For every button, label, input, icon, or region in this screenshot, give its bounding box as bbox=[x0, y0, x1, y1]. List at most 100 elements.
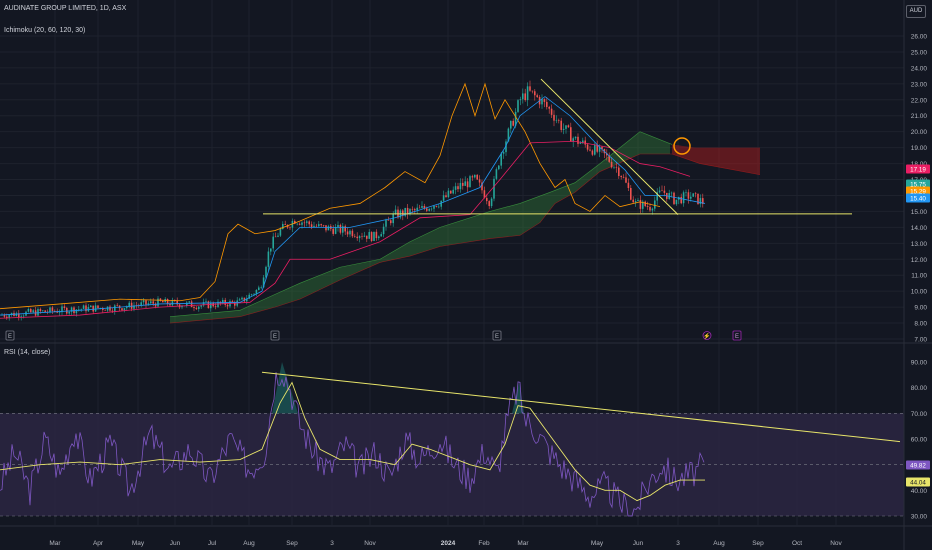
candle-body[interactable] bbox=[387, 220, 390, 221]
candle-body[interactable] bbox=[411, 209, 414, 210]
candle-body[interactable] bbox=[483, 190, 486, 198]
currency-button[interactable]: AUD bbox=[906, 5, 926, 18]
candle-body[interactable] bbox=[512, 120, 514, 126]
candle-body[interactable] bbox=[6, 316, 8, 318]
candle-body[interactable] bbox=[354, 236, 356, 237]
rsi-pane[interactable] bbox=[0, 362, 904, 517]
candle-body[interactable] bbox=[92, 305, 94, 312]
candle-body[interactable] bbox=[589, 149, 591, 151]
candle-body[interactable] bbox=[325, 225, 327, 231]
candle-body[interactable] bbox=[238, 299, 241, 301]
candle-body[interactable] bbox=[162, 300, 164, 303]
candle-body[interactable] bbox=[142, 300, 145, 303]
candle-body[interactable] bbox=[315, 225, 318, 227]
candle-body[interactable] bbox=[222, 299, 224, 304]
candle-body[interactable] bbox=[433, 205, 435, 209]
candle-body[interactable] bbox=[344, 226, 346, 232]
candle-body[interactable] bbox=[282, 223, 284, 229]
candle-body[interactable] bbox=[255, 289, 258, 294]
candle-body[interactable] bbox=[358, 236, 361, 239]
candle-body[interactable] bbox=[169, 303, 171, 306]
candle-body[interactable] bbox=[75, 309, 78, 314]
candle-body[interactable] bbox=[430, 208, 433, 210]
candle-body[interactable] bbox=[697, 193, 699, 205]
candle-body[interactable] bbox=[202, 302, 205, 306]
candle-body[interactable] bbox=[488, 201, 490, 207]
candle-body[interactable] bbox=[644, 201, 646, 207]
candle-body[interactable] bbox=[608, 155, 610, 162]
candle-body[interactable] bbox=[171, 300, 174, 306]
candle-body[interactable] bbox=[634, 201, 637, 203]
candle-body[interactable] bbox=[327, 226, 330, 231]
candle-body[interactable] bbox=[186, 302, 188, 306]
candle-body[interactable] bbox=[10, 312, 13, 316]
candle-body[interactable] bbox=[337, 224, 339, 228]
candle-body[interactable] bbox=[106, 306, 109, 311]
candle-body[interactable] bbox=[570, 127, 572, 142]
circle-marker[interactable] bbox=[673, 137, 691, 155]
candle-body[interactable] bbox=[128, 302, 130, 307]
candle-body[interactable] bbox=[373, 231, 375, 241]
candle-body[interactable] bbox=[548, 106, 550, 109]
candle-body[interactable] bbox=[632, 199, 634, 203]
candle-body[interactable] bbox=[123, 308, 126, 311]
candle-body[interactable] bbox=[555, 120, 558, 121]
dividend-icon[interactable] bbox=[702, 331, 712, 340]
candle-body[interactable] bbox=[375, 231, 378, 239]
candle-body[interactable] bbox=[78, 309, 80, 310]
candle-body[interactable] bbox=[15, 313, 18, 317]
candle-body[interactable] bbox=[306, 221, 308, 223]
candle-body[interactable] bbox=[579, 142, 582, 144]
candle-body[interactable] bbox=[490, 198, 493, 207]
candle-body[interactable] bbox=[42, 310, 44, 312]
candle-body[interactable] bbox=[318, 224, 320, 227]
candle-body[interactable] bbox=[567, 125, 570, 128]
candle-body[interactable] bbox=[270, 248, 272, 252]
earnings-marker[interactable] bbox=[492, 330, 502, 341]
candle-body[interactable] bbox=[558, 120, 560, 121]
candle-body[interactable] bbox=[687, 192, 690, 199]
candle-body[interactable] bbox=[522, 93, 524, 100]
candle-body[interactable] bbox=[368, 232, 370, 239]
candle-body[interactable] bbox=[70, 307, 73, 312]
candle-body[interactable] bbox=[104, 309, 106, 311]
candle-body[interactable] bbox=[154, 303, 157, 307]
candle-body[interactable] bbox=[198, 306, 200, 310]
candle-body[interactable] bbox=[205, 301, 207, 303]
candle-body[interactable] bbox=[680, 196, 682, 204]
candle-body[interactable] bbox=[85, 305, 87, 312]
candle-body[interactable] bbox=[49, 307, 51, 312]
candle-body[interactable] bbox=[471, 176, 474, 178]
candle-body[interactable] bbox=[51, 307, 54, 311]
candle-body[interactable] bbox=[116, 305, 118, 307]
candle-body[interactable] bbox=[586, 144, 589, 150]
candle-body[interactable] bbox=[615, 166, 618, 168]
candle-body[interactable] bbox=[308, 221, 310, 225]
candle-body[interactable] bbox=[313, 225, 315, 228]
candle-body[interactable] bbox=[661, 190, 663, 192]
downtrend-line[interactable] bbox=[540, 78, 679, 215]
candle-body[interactable] bbox=[349, 230, 351, 235]
candle-body[interactable] bbox=[654, 200, 656, 209]
candle-body[interactable] bbox=[334, 227, 337, 234]
candle-body[interactable] bbox=[406, 207, 409, 215]
candle-body[interactable] bbox=[68, 311, 70, 314]
candle-body[interactable] bbox=[294, 220, 296, 224]
candle-body[interactable] bbox=[546, 101, 548, 107]
candle-body[interactable] bbox=[8, 315, 10, 318]
candle-body[interactable] bbox=[646, 206, 649, 207]
candle-body[interactable] bbox=[284, 223, 286, 225]
candle-body[interactable] bbox=[27, 309, 30, 312]
candle-body[interactable] bbox=[673, 192, 675, 205]
candle-body[interactable] bbox=[289, 227, 291, 229]
candle-body[interactable] bbox=[243, 297, 246, 302]
candle-body[interactable] bbox=[670, 192, 673, 194]
candle-body[interactable] bbox=[699, 198, 702, 205]
candle-body[interactable] bbox=[363, 235, 366, 237]
candle-body[interactable] bbox=[20, 316, 22, 318]
candle-body[interactable] bbox=[267, 251, 270, 267]
candle-body[interactable] bbox=[145, 300, 147, 305]
candle-body[interactable] bbox=[39, 309, 42, 312]
candle-body[interactable] bbox=[332, 228, 334, 234]
candle-body[interactable] bbox=[514, 111, 517, 126]
